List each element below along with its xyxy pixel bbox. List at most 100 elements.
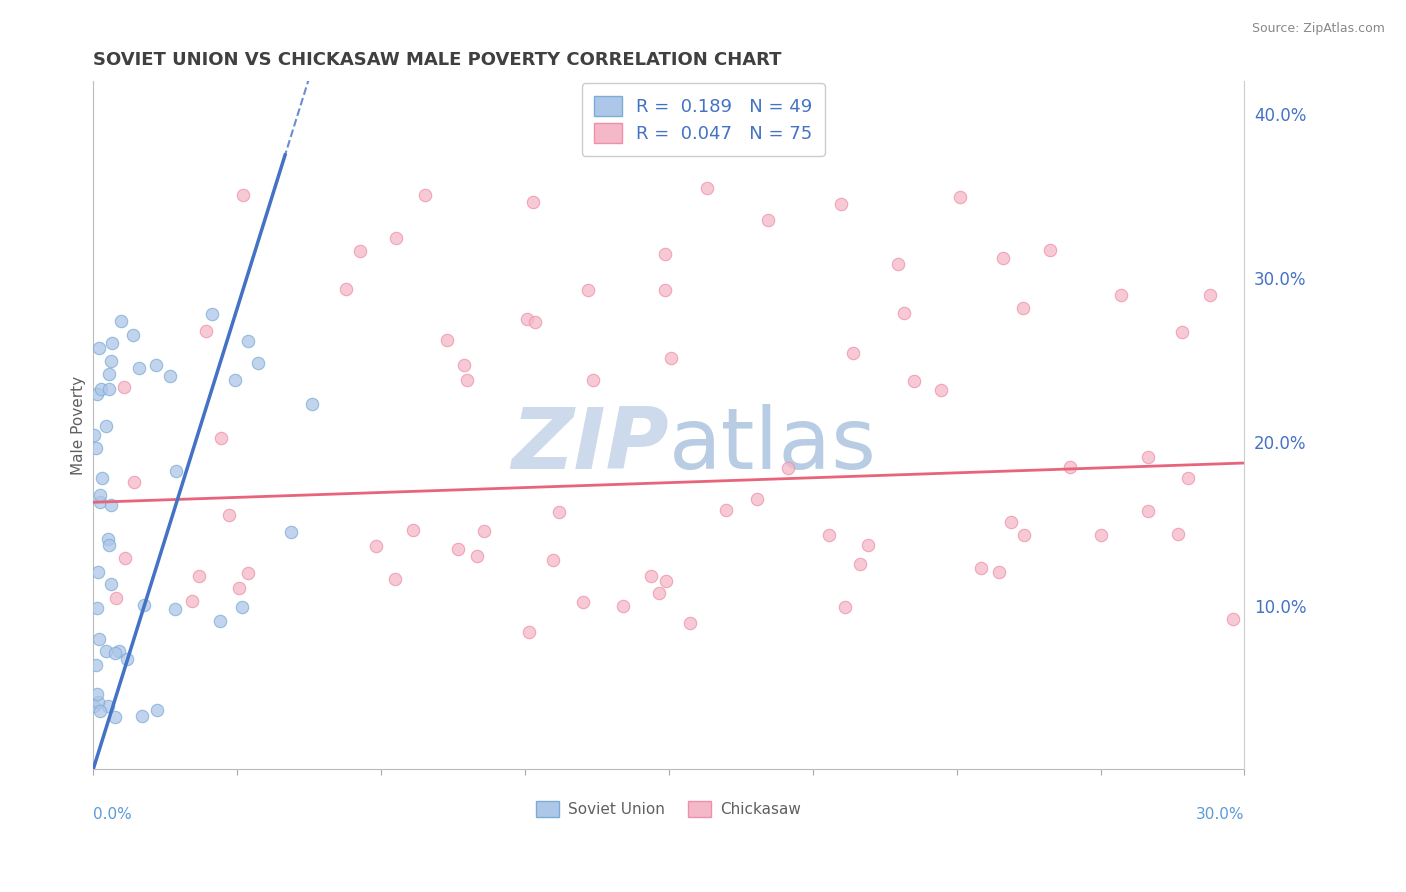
Point xyxy=(893,305,915,319)
Point xyxy=(218,508,240,522)
Point xyxy=(436,333,458,347)
Point xyxy=(159,369,181,384)
Point xyxy=(1167,527,1189,541)
Point xyxy=(1136,504,1159,518)
Text: 0.0%: 0.0% xyxy=(93,807,132,822)
Point xyxy=(238,566,260,580)
Point xyxy=(456,373,478,387)
Point xyxy=(91,471,114,485)
Point xyxy=(97,538,120,552)
Point xyxy=(104,710,127,724)
Point xyxy=(1059,459,1081,474)
Point xyxy=(745,491,768,506)
Point xyxy=(180,593,202,607)
Point xyxy=(1039,244,1062,258)
Point xyxy=(659,351,682,365)
Point xyxy=(228,581,250,595)
Point xyxy=(94,418,117,433)
Point xyxy=(524,315,547,329)
Point xyxy=(1000,515,1022,529)
Point xyxy=(714,503,737,517)
Point xyxy=(194,324,217,338)
Point xyxy=(335,282,357,296)
Point xyxy=(122,328,145,343)
Point xyxy=(987,565,1010,579)
Point xyxy=(122,475,145,490)
Point xyxy=(541,552,564,566)
Point xyxy=(1222,612,1244,626)
Point xyxy=(413,187,436,202)
Point xyxy=(86,386,108,401)
Point xyxy=(929,383,952,397)
Point xyxy=(516,311,538,326)
Point xyxy=(547,505,569,519)
Point xyxy=(1177,471,1199,485)
Point xyxy=(385,231,408,245)
Point xyxy=(96,533,118,547)
Point xyxy=(83,698,105,713)
Point xyxy=(104,591,127,605)
Legend: Soviet Union, Chickasaw: Soviet Union, Chickasaw xyxy=(530,796,807,823)
Y-axis label: Male Poverty: Male Poverty xyxy=(72,376,86,475)
Point xyxy=(89,632,111,647)
Point xyxy=(572,595,595,609)
Point xyxy=(1171,325,1194,339)
Point xyxy=(453,358,475,372)
Point xyxy=(89,704,111,718)
Point xyxy=(238,334,260,348)
Point xyxy=(402,523,425,537)
Text: ZIP: ZIP xyxy=(512,404,669,487)
Text: 30.0%: 30.0% xyxy=(1197,807,1244,822)
Point xyxy=(301,397,323,411)
Point xyxy=(209,614,232,628)
Point xyxy=(86,687,108,701)
Point xyxy=(101,336,124,351)
Point xyxy=(654,247,676,261)
Point xyxy=(517,625,540,640)
Point xyxy=(1012,528,1035,542)
Point xyxy=(1137,450,1160,464)
Point xyxy=(100,354,122,368)
Point xyxy=(648,586,671,600)
Point xyxy=(582,372,605,386)
Point xyxy=(84,441,107,455)
Point xyxy=(224,373,246,387)
Point xyxy=(1111,288,1133,302)
Point xyxy=(89,488,111,502)
Point xyxy=(970,561,993,575)
Point xyxy=(949,189,972,203)
Point xyxy=(856,538,879,552)
Point xyxy=(756,212,779,227)
Point xyxy=(108,644,131,658)
Text: atlas: atlas xyxy=(669,404,877,487)
Point xyxy=(384,572,406,586)
Point xyxy=(112,380,135,394)
Point xyxy=(232,188,254,202)
Point xyxy=(86,600,108,615)
Point xyxy=(165,463,187,477)
Point xyxy=(842,346,865,360)
Point xyxy=(696,181,718,195)
Point xyxy=(188,568,211,582)
Point xyxy=(97,699,120,714)
Point xyxy=(364,539,387,553)
Point xyxy=(993,251,1015,265)
Point xyxy=(612,599,634,613)
Point xyxy=(98,382,121,396)
Point xyxy=(776,460,799,475)
Point xyxy=(640,568,662,582)
Point xyxy=(115,652,138,666)
Point xyxy=(131,709,153,723)
Point xyxy=(522,195,544,210)
Point xyxy=(247,356,270,370)
Point xyxy=(128,361,150,376)
Point xyxy=(110,314,132,328)
Point xyxy=(903,375,925,389)
Point xyxy=(90,382,112,396)
Point xyxy=(447,542,470,557)
Point xyxy=(87,695,110,709)
Point xyxy=(100,577,122,591)
Point xyxy=(231,599,253,614)
Text: Source: ZipAtlas.com: Source: ZipAtlas.com xyxy=(1251,22,1385,36)
Point xyxy=(655,574,678,589)
